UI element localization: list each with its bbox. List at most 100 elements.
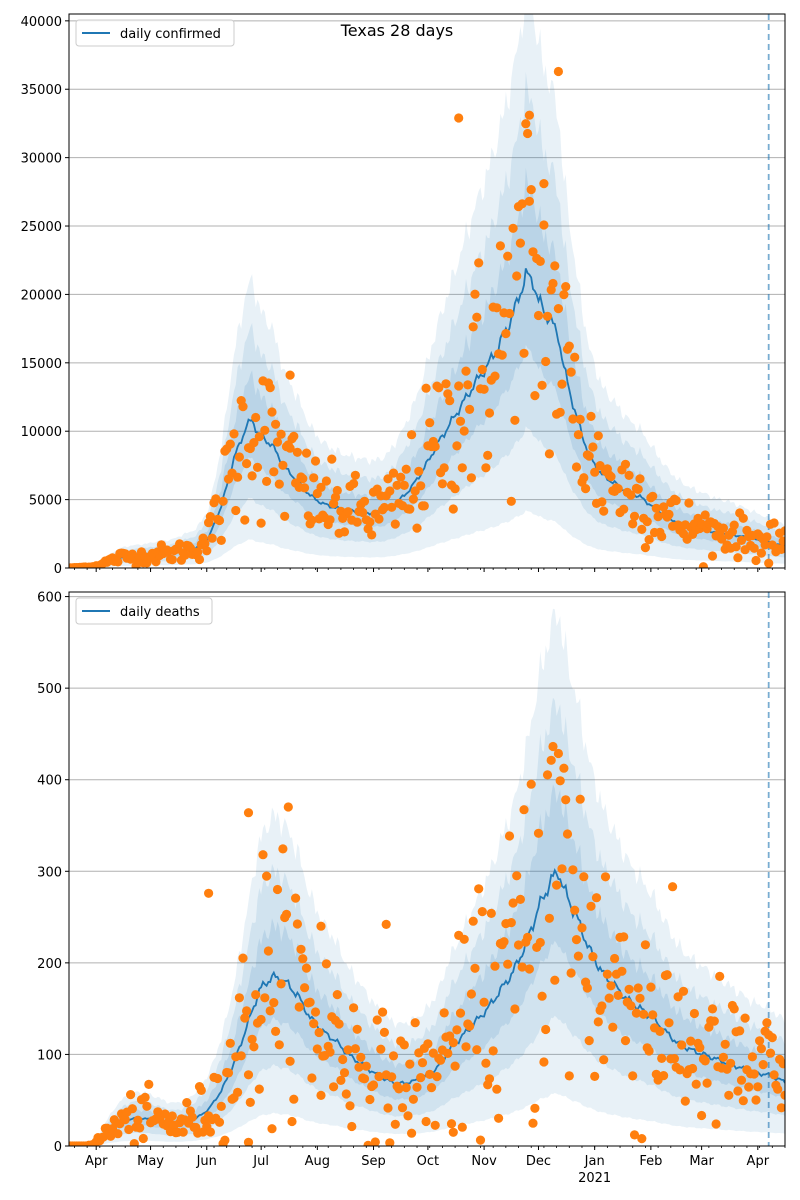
deaths-point [753, 1082, 763, 1092]
confirmed-point [399, 480, 409, 490]
deaths-point [633, 983, 643, 993]
deaths-point [695, 1043, 705, 1053]
confirmed-point [441, 379, 451, 389]
confirmed-point [193, 547, 203, 557]
confirmed-point [521, 119, 531, 129]
deaths-point [167, 1111, 177, 1121]
deaths-point [354, 1062, 364, 1072]
deaths-point [735, 1026, 745, 1036]
deaths-point [113, 1129, 123, 1139]
confirmed-point [225, 439, 235, 449]
deaths-point [242, 1006, 252, 1016]
confirmed-point [481, 463, 491, 473]
confirmed-point [425, 418, 435, 428]
deaths-point [142, 1101, 152, 1111]
confirmed-point [504, 308, 515, 319]
deaths-point [245, 1097, 255, 1107]
deaths-point [552, 880, 562, 890]
deaths-point [223, 1068, 234, 1078]
deaths-point [617, 966, 627, 976]
confirmed-point [700, 510, 710, 520]
confirmed-point [733, 553, 743, 563]
deaths-legend: daily deaths [75, 597, 213, 625]
deaths-point [503, 959, 513, 969]
confirmed-point [207, 533, 217, 543]
confirmed-point [579, 473, 589, 483]
deaths-point [287, 1116, 297, 1127]
month-tick-label: Oct [417, 1154, 439, 1169]
confirmed-point [698, 562, 708, 568]
confirmed-point [350, 470, 360, 480]
deaths-point [417, 1058, 428, 1068]
confirmed-point [374, 514, 384, 524]
deaths-point [378, 1007, 388, 1017]
confirmed-y-tick-label: 20000 [21, 288, 62, 303]
deaths-point [619, 932, 629, 942]
confirmed-point [515, 238, 526, 248]
confirmed-point [180, 550, 190, 560]
deaths-point [765, 1048, 776, 1058]
deaths-point [271, 1026, 281, 1036]
deaths-point [455, 1008, 466, 1018]
deaths-point [486, 908, 496, 919]
confirmed-point [769, 518, 779, 528]
confirmed-point [392, 480, 402, 490]
confirmed-point [416, 481, 426, 491]
confirmed-point [233, 472, 243, 482]
deaths-point [599, 1055, 609, 1065]
month-tick-label: Aug [305, 1154, 330, 1169]
deaths-point [499, 937, 509, 947]
deaths-point [553, 748, 564, 759]
confirmed-point [407, 430, 417, 440]
deaths-point [539, 1057, 549, 1067]
chart-title: Texas 28 days [340, 21, 454, 40]
confirmed-point [561, 282, 571, 292]
deaths-point [321, 959, 331, 969]
deaths-point [144, 1079, 154, 1089]
deaths-point [629, 1130, 640, 1140]
deaths-point [124, 1124, 134, 1135]
deaths-point [490, 961, 500, 971]
deaths-point [709, 1016, 719, 1026]
confirmed-point [664, 509, 674, 519]
confirmed-point [483, 450, 493, 460]
deaths-point [664, 1018, 674, 1028]
confirmed-point [325, 515, 335, 525]
confirmed-point [762, 532, 772, 542]
deaths-point [494, 1113, 504, 1123]
deaths-point [593, 1017, 603, 1027]
deaths-point [310, 1007, 321, 1017]
deaths-point [263, 946, 273, 956]
deaths-point [106, 1131, 116, 1141]
confirmed-point [271, 419, 281, 429]
deaths-point [680, 1096, 690, 1106]
confirmed-point [528, 247, 538, 257]
deaths-outlier-point [316, 921, 326, 931]
confirmed-point [653, 511, 663, 522]
confirmed-point [234, 452, 244, 462]
deaths-point [272, 884, 283, 895]
confirmed-point [526, 185, 536, 195]
deaths-point [182, 1098, 192, 1108]
confirmed-point [506, 496, 516, 506]
deaths-point [613, 990, 623, 1001]
deaths-point [484, 1074, 495, 1084]
confirmed-point [194, 554, 205, 565]
confirmed-point [365, 517, 375, 527]
deaths-y-tick-label: 600 [37, 591, 62, 606]
deaths-point [586, 901, 596, 911]
deaths-point [662, 970, 672, 980]
deaths-point [446, 1119, 457, 1129]
deaths-point [345, 1101, 355, 1111]
deaths-point [541, 1024, 551, 1035]
deaths-point [376, 1044, 386, 1054]
confirmed-point [385, 486, 395, 496]
deaths-point [688, 1063, 698, 1074]
confirmed-point [267, 407, 277, 417]
deaths-point [715, 971, 725, 982]
confirmed-point [542, 311, 553, 321]
confirmed-point [332, 485, 342, 496]
confirmed-point [200, 539, 210, 549]
deaths-outlier-point [243, 1137, 254, 1146]
deaths-point [573, 951, 584, 961]
